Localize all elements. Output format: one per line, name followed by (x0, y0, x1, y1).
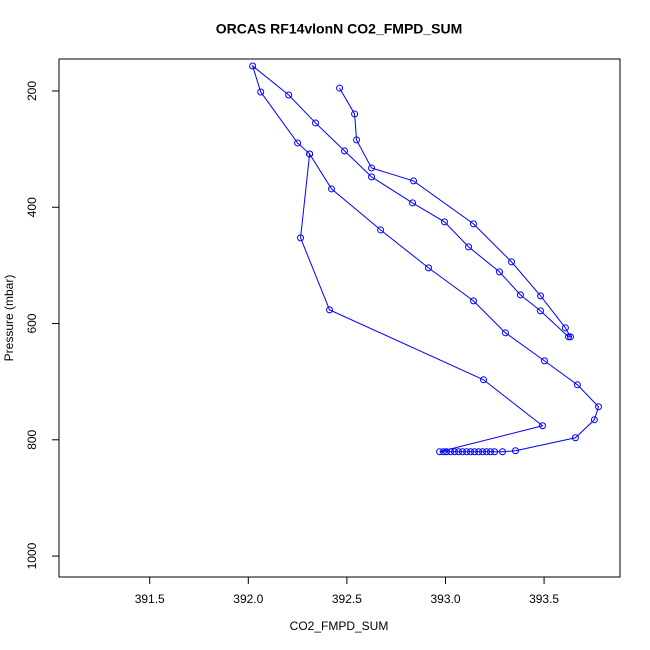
x-tick-label: 392.0 (233, 592, 263, 606)
data-point (458, 448, 466, 456)
data-point (498, 448, 506, 456)
x-tick-label: 393.5 (529, 592, 559, 606)
data-point (297, 234, 305, 242)
chart-title: ORCAS RF14vlonN CO2_FMPD_SUM (216, 21, 463, 37)
data-point (257, 88, 265, 96)
data-point (451, 448, 459, 456)
data-point (573, 381, 581, 389)
data-point (595, 403, 603, 411)
data-point (590, 416, 598, 424)
data-point (540, 357, 548, 365)
y-tick-label: 400 (25, 197, 39, 217)
y-tick-label: 600 (25, 313, 39, 333)
data-point (516, 291, 524, 299)
data-point (539, 422, 547, 430)
data-point (425, 264, 433, 272)
data-point (368, 173, 376, 181)
data-point (447, 448, 455, 456)
data-point (571, 434, 579, 442)
data-point (410, 177, 418, 185)
data-point (285, 91, 293, 99)
data-point (353, 136, 361, 144)
data-point (469, 297, 477, 305)
data-point (483, 448, 491, 456)
data-point (511, 447, 519, 455)
data-point (486, 448, 494, 456)
data-point (475, 448, 483, 456)
data-line (251, 64, 600, 453)
data-point (467, 448, 475, 456)
data-point (479, 448, 487, 456)
data-point (455, 448, 463, 456)
data-point (442, 448, 450, 456)
data-point (341, 147, 349, 155)
data-point (294, 139, 302, 147)
data-point (537, 307, 545, 315)
data-point (501, 329, 509, 337)
data-point (561, 324, 569, 332)
y-tick-label: 200 (25, 81, 39, 101)
plot-frame (58, 58, 621, 578)
data-point (565, 333, 573, 341)
x-tick-label: 392.5 (332, 592, 362, 606)
y-tick-label: 1000 (25, 542, 39, 569)
data-point (508, 258, 516, 266)
x-tick-label: 391.5 (135, 592, 165, 606)
data-point (306, 150, 314, 158)
data-point (328, 185, 336, 193)
data-point (480, 376, 488, 384)
data-point (491, 448, 499, 456)
data-point (537, 292, 545, 300)
data-point (377, 226, 385, 234)
data-point (496, 268, 504, 276)
data-point (465, 243, 473, 251)
data-point (249, 62, 257, 70)
data-point (368, 164, 376, 172)
data-point (470, 448, 478, 456)
y-tick-label: 800 (25, 429, 39, 449)
data-point (441, 218, 449, 226)
data-point (336, 84, 344, 92)
data-point (326, 306, 334, 314)
data-point (440, 448, 448, 456)
plot-area (249, 62, 603, 456)
data-point (567, 333, 575, 341)
x-tick-label: 393.0 (430, 592, 460, 606)
data-point (463, 448, 471, 456)
data-point (312, 119, 320, 127)
data-point (436, 448, 444, 456)
data-point (469, 220, 477, 228)
data-point (351, 110, 359, 118)
x-axis-label: CO2_FMPD_SUM (290, 619, 389, 633)
y-axis-label: Pressure (mbar) (2, 275, 16, 362)
data-point (409, 199, 417, 207)
